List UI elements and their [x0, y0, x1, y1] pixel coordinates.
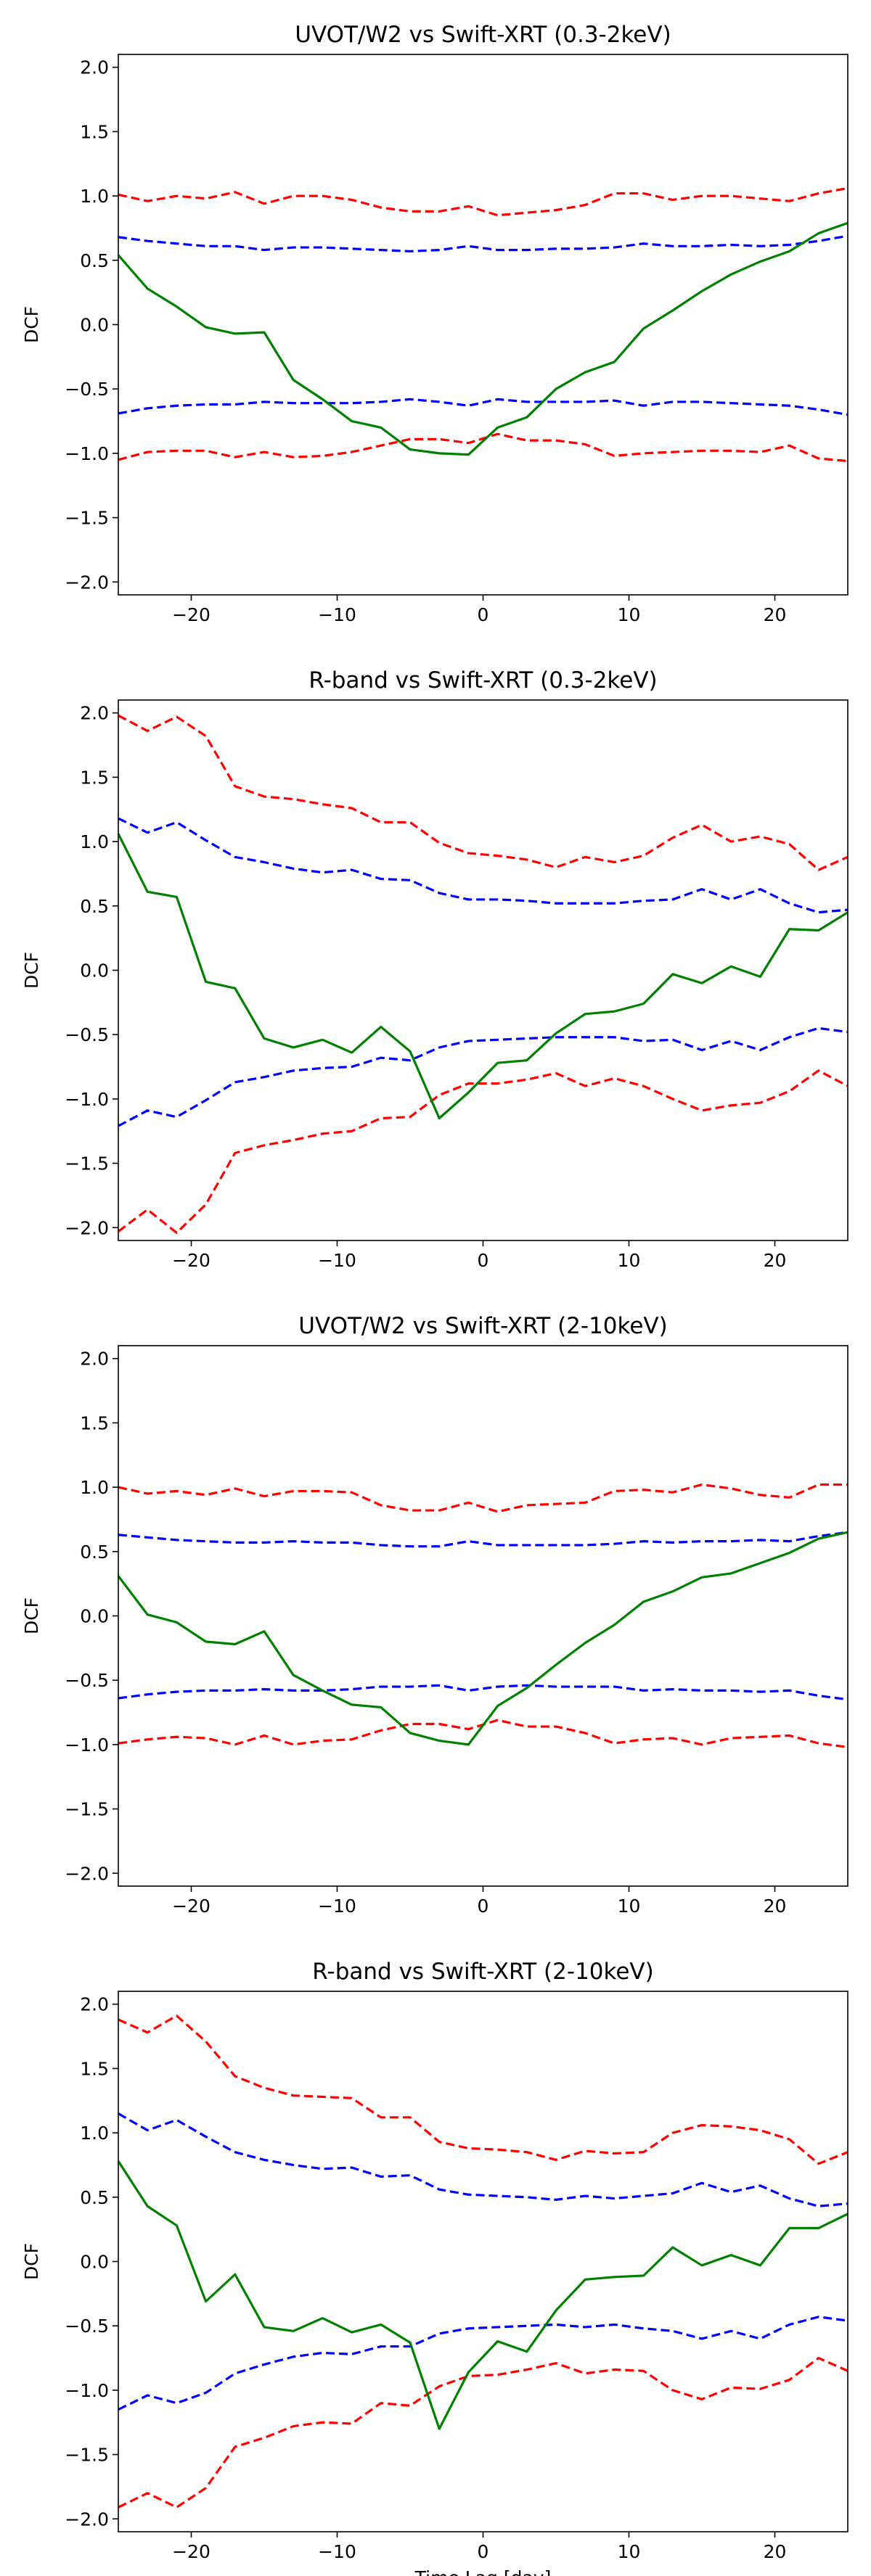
series-line-lower-2: [118, 1069, 848, 1234]
y-axis-label: DCF: [21, 2243, 42, 2280]
y-tick-label: 0.0: [80, 315, 109, 336]
y-tick-label: −1.5: [65, 1153, 109, 1174]
x-tick-label: −10: [318, 604, 356, 625]
y-tick-label: −1.0: [65, 1735, 109, 1756]
x-tick-label: −10: [318, 1250, 356, 1271]
x-tick-label: 20: [764, 1896, 787, 1917]
y-tick-label: −2.0: [65, 2509, 109, 2530]
x-tick-label: −20: [172, 1896, 210, 1917]
y-tick-label: −2.0: [65, 1863, 109, 1884]
series-line-lower-2: [118, 432, 848, 463]
chart-panel-uvot-soft: UVOT/W2 vs Swift-XRT (0.3-2keV) −2.0 −1.5 −…: [21, 22, 848, 625]
y-tick-label: 0.5: [80, 896, 109, 917]
y-tick-label: −1.0: [65, 2380, 109, 2401]
y-tick-label: 0.0: [80, 1606, 109, 1627]
x-tick-label: 20: [764, 604, 787, 625]
x-tick-label: 10: [618, 2541, 641, 2562]
series-line-lower-1: [118, 398, 848, 416]
chart-panel-rband-soft: R-band vs Swift-XRT (0.3-2keV) −2.0 −1.5 −1…: [21, 667, 848, 1271]
y-tick-label: 2.0: [80, 1349, 109, 1370]
y-tick-label: 1.0: [80, 2123, 109, 2144]
y-tick-label: 0.0: [80, 960, 109, 982]
y-tick-label: −2.0: [65, 572, 109, 593]
y-tick-label: −1.5: [65, 508, 109, 529]
y-tick-label: 0.5: [80, 250, 109, 271]
series-line-upper-2: [118, 2015, 848, 2165]
x-tick-label: −20: [172, 604, 210, 625]
y-tick-label: 0.5: [80, 1542, 109, 1563]
plot-frame: [118, 699, 848, 1241]
chart-title: UVOT/W2 vs Swift-XRT (2-10keV): [298, 1313, 668, 1339]
x-tick-label: 10: [618, 1896, 641, 1917]
series-line-lower-1: [118, 2316, 848, 2411]
y-tick-label: 2.0: [80, 57, 109, 78]
x-tick-label: 0: [478, 1250, 489, 1271]
y-tick-label: 1.0: [80, 831, 109, 852]
x-tick-label: 20: [764, 2541, 787, 2562]
chart-title: R-band vs Swift-XRT (2-10keV): [312, 1959, 653, 1985]
y-tick-label: −1.0: [65, 1089, 109, 1110]
x-tick-label: −10: [318, 1896, 356, 1917]
y-tick-label: 2.0: [80, 703, 109, 724]
y-tick-label: −1.5: [65, 2445, 109, 2466]
x-tick-label: −10: [318, 2541, 356, 2562]
y-tick-label: −1.0: [65, 443, 109, 464]
y-tick-label: 1.5: [80, 1412, 109, 1433]
y-tick-label: 0.5: [80, 2187, 109, 2208]
chart-panel-rband-hard: R-band vs Swift-XRT (2-10keV) −2.0 −1.5 −1.…: [21, 1959, 848, 2576]
y-axis-label: DCF: [21, 306, 42, 343]
series-line-upper-2: [118, 714, 848, 871]
x-tick-label: 0: [478, 604, 489, 625]
x-tick-label: 10: [618, 604, 641, 625]
plot-frame: [118, 54, 848, 596]
series-group: [118, 186, 848, 463]
x-tick-label: 10: [618, 1250, 641, 1271]
y-tick-label: 1.0: [80, 186, 109, 207]
plot-frame: [118, 1991, 848, 2532]
series-line-DCF: [118, 833, 848, 1120]
x-tick-label: 20: [764, 1250, 787, 1271]
series-group: [118, 714, 848, 1234]
y-tick-label: −0.5: [65, 379, 109, 400]
chart-title: R-band vs Swift-XRT (0.3-2keV): [308, 667, 657, 694]
x-tick-label: −20: [172, 2541, 210, 2562]
series-line-upper-1: [118, 234, 848, 252]
series-line-lower-2: [118, 2356, 848, 2509]
series-line-lower-1: [118, 1026, 848, 1127]
y-tick-label: 1.5: [80, 2058, 109, 2079]
series-line-lower-1: [118, 1684, 848, 1701]
x-tick-label: 0: [478, 2541, 489, 2562]
y-tick-label: −0.5: [65, 1024, 109, 1045]
series-line-DCF: [118, 221, 848, 456]
y-tick-label: 0.0: [80, 2252, 109, 2273]
y-tick-label: 1.0: [80, 1477, 109, 1498]
series-group: [118, 2015, 848, 2509]
y-axis-label: DCF: [21, 1597, 42, 1634]
series-line-upper-2: [118, 1483, 848, 1513]
y-axis-label: DCF: [21, 952, 42, 989]
x-tick-label: −20: [172, 1250, 210, 1271]
y-tick-label: 2.0: [80, 1994, 109, 2015]
y-tick-label: −2.0: [65, 1217, 109, 1238]
x-axis-label: Time Lag [day]: [414, 2567, 552, 2576]
x-tick-label: 0: [478, 1896, 489, 1917]
series-line-upper-1: [118, 2112, 848, 2207]
y-tick-label: −1.5: [65, 1799, 109, 1820]
series-group: [118, 1483, 848, 1749]
series-line-upper-1: [118, 1531, 848, 1548]
y-tick-label: 1.5: [80, 121, 109, 142]
chart-title: UVOT/W2 vs Swift-XRT (0.3-2keV): [295, 22, 671, 48]
y-tick-label: −0.5: [65, 1670, 109, 1691]
y-tick-label: −0.5: [65, 2316, 109, 2337]
chart-panel-uvot-hard: UVOT/W2 vs Swift-XRT (2-10keV) −2.0 −1.5 −1…: [21, 1313, 848, 1917]
series-line-DCF: [118, 2160, 848, 2430]
series-line-upper-1: [118, 817, 848, 914]
y-tick-label: 1.5: [80, 767, 109, 788]
plot-frame: [118, 1345, 848, 1887]
series-line-DCF: [118, 1531, 848, 1746]
series-line-upper-2: [118, 186, 848, 217]
